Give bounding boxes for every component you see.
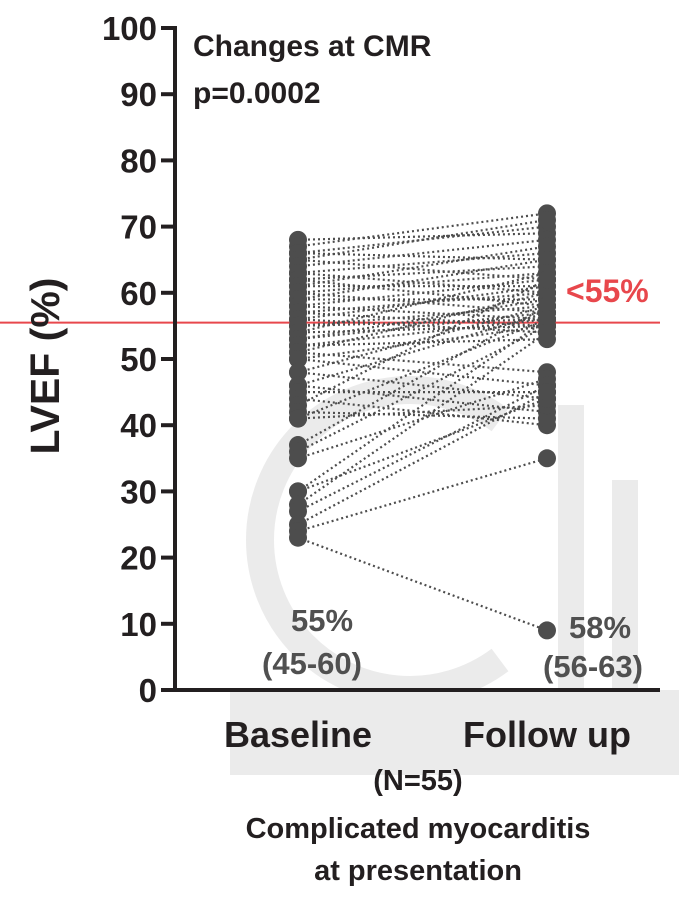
pair-line-24: [297, 304, 548, 327]
pair-line-1: [297, 232, 548, 241]
pair-line-27: [297, 324, 548, 334]
pair-line-39: [297, 384, 548, 414]
pair-line-10: [297, 265, 548, 281]
watermark-band: [230, 690, 679, 775]
pair-line-25: [297, 318, 548, 327]
point-followup-51: [538, 323, 556, 342]
point-followup-42: [538, 270, 556, 289]
pair-line-9: [297, 271, 548, 294]
y-tick-label-20: 20: [120, 540, 157, 577]
y-tick-label-100: 100: [102, 10, 157, 47]
pair-line-54: [297, 457, 548, 533]
pair-line-7: [297, 238, 548, 268]
y-tick-label-90: 90: [120, 76, 157, 113]
pair-line-20: [297, 291, 548, 314]
pair-line-28: [297, 298, 548, 341]
xlabel-line-1: Complicated myocarditis: [246, 813, 591, 845]
pair-line-31: [297, 338, 548, 347]
point-followup-43: [538, 409, 556, 428]
pair-lines-layer: [297, 212, 548, 632]
iqr-baseline: (45-60): [262, 646, 362, 681]
pair-line-55: [297, 536, 548, 632]
pair-line-53: [297, 391, 548, 526]
y-tick-label-0: 0: [139, 672, 157, 709]
pair-line-22: [297, 285, 548, 321]
point-followup-53: [538, 383, 556, 402]
point-followup-55: [538, 621, 556, 640]
y-tick-label-70: 70: [120, 209, 157, 246]
point-baseline-37: [289, 363, 307, 382]
point-baseline-35: [289, 350, 307, 368]
y-tick-label-40: 40: [120, 407, 157, 444]
xlabel-line-2: at presentation: [314, 855, 522, 887]
pair-line-45: [297, 404, 548, 420]
n-label: (N=55): [373, 765, 462, 797]
pair-line-34: [297, 324, 548, 361]
pair-line-19: [297, 304, 548, 321]
point-followup-49: [538, 310, 556, 329]
iqr-followup: (56-63): [543, 649, 643, 684]
pair-line-41: [297, 397, 548, 427]
pair-line-52: [297, 384, 548, 513]
category-label-baseline: Baseline: [224, 714, 372, 755]
axes-layer: 0 10 20 30 40 50 60 70 80 90 100: [102, 10, 660, 709]
pair-line-18: [297, 278, 548, 308]
pair-line-38: [297, 311, 548, 387]
annotation-title: Changes at CMR: [193, 30, 432, 63]
category-label-followup: Follow up: [463, 714, 631, 755]
point-followup-12: [538, 237, 556, 256]
threshold-label: <55%: [566, 273, 649, 309]
y-tick-label-30: 30: [120, 473, 157, 510]
y-axis-title: LVEF (%): [22, 278, 68, 455]
pair-line-15: [297, 291, 548, 314]
point-followup-54: [538, 449, 556, 468]
point-baseline-50: [289, 482, 307, 501]
pair-line-47: [297, 324, 548, 453]
pair-line-49: [297, 318, 548, 493]
point-baseline-52: [289, 502, 307, 521]
y-tick-label-60: 60: [120, 275, 157, 312]
median-followup: 58%: [569, 610, 631, 645]
pair-line-29: [297, 311, 548, 341]
pair-line-14: [297, 271, 548, 294]
pair-line-51: [297, 331, 548, 506]
y-tick-label-80: 80: [120, 142, 157, 179]
pair-line-42: [297, 278, 548, 407]
pair-line-30: [297, 318, 548, 347]
pair-line-2: [297, 212, 548, 248]
median-baseline: 55%: [291, 603, 353, 638]
pair-line-16: [297, 258, 548, 301]
point-baseline-48: [289, 449, 307, 468]
y-tick-label-50: 50: [120, 341, 157, 378]
point-baseline-55: [289, 528, 307, 547]
pair-line-6: [297, 258, 548, 281]
pair-line-8: [297, 251, 548, 275]
y-tick-label-10: 10: [120, 606, 157, 643]
pair-line-33: [297, 351, 548, 374]
point-baseline-45: [289, 409, 307, 428]
point-followup-16: [538, 250, 556, 269]
pair-line-12: [297, 245, 548, 288]
pair-line-37: [297, 371, 548, 400]
point-followup-46: [538, 297, 556, 316]
point-followup-5: [538, 210, 556, 229]
points-layer: [289, 204, 556, 640]
pair-line-35: [297, 357, 548, 387]
pair-line-43: [297, 410, 548, 420]
annotation-pvalue: p=0.0002: [193, 77, 321, 110]
point-followup-32: [538, 283, 556, 302]
pair-line-5: [297, 218, 548, 261]
